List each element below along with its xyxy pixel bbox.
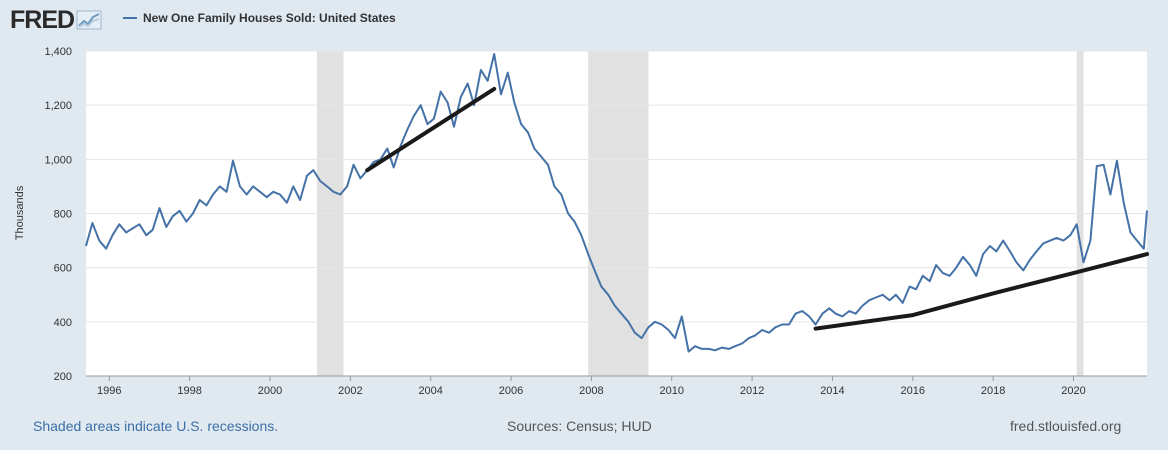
y-tick-label: 800 [54,209,72,221]
chart-header: FRED New One Family Houses Sold: United … [0,0,1168,40]
chart-line-icon [76,10,102,30]
trend-line [365,86,497,173]
line-chart[interactable]: 1996 1998 2000 2002 2004 2006 2008 2010 2012 2014… [0,40,1168,400]
x-tick-label: 2018 [981,385,1005,397]
y-axis-title: Thousands [14,185,26,240]
series-lines [85,53,1148,353]
y-tick-label: 400 [54,317,72,329]
y-axis-ticks: 200 400 600 800 1,000 1,200 1,400 [44,46,72,383]
x-tick-label: 1996 [97,385,121,397]
trend-lines [365,86,1149,331]
x-tick-label: 2012 [740,385,764,397]
x-tick-label: 2014 [820,385,844,397]
trend-line [813,252,1149,331]
x-tick-label: 1998 [177,385,201,397]
x-axis-ticks: 1996 1998 2000 2002 2004 2006 2008 2010 2012 2014… [86,375,1147,397]
recession-note[interactable]: Shaded areas indicate U.S. recessions. [33,418,279,434]
x-tick-label: 2000 [258,385,282,397]
y-tick-label: 200 [54,371,72,383]
x-tick-label: 2002 [338,385,362,397]
fred-logo[interactable]: FRED [10,6,102,34]
legend-swatch [123,17,137,19]
x-tick-label: 2008 [579,385,603,397]
x-tick-label: 2020 [1061,385,1085,397]
y-tick-label: 1,200 [44,100,72,112]
x-tick-label: 2006 [499,385,523,397]
y-tick-label: 1,000 [44,154,72,166]
sources-note: Sources: Census; HUD [507,418,652,434]
x-tick-label: 2010 [659,385,683,397]
legend: New One Family Houses Sold: United State… [123,11,396,25]
site-link[interactable]: fred.stlouisfed.org [1010,418,1122,434]
series-line [85,53,1148,353]
x-tick-label: 2004 [418,385,442,397]
y-tick-label: 600 [54,263,72,275]
legend-series-label[interactable]: New One Family Houses Sold: United State… [143,11,396,25]
logo-text: FRED [10,5,75,34]
x-tick-label: 2016 [901,385,925,397]
y-tick-label: 1,400 [44,46,72,58]
